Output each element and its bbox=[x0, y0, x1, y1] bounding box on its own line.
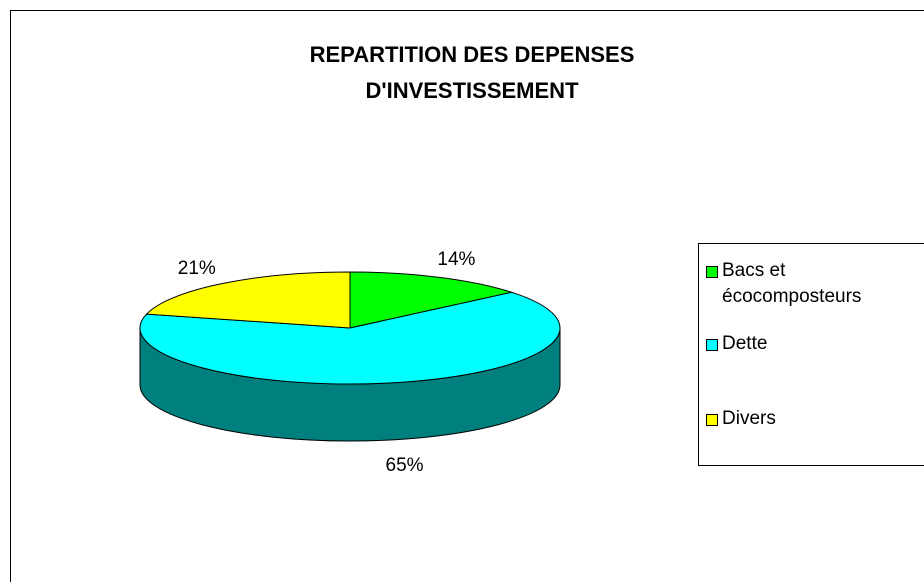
chart-title: REPARTITION DES DEPENSES bbox=[310, 42, 635, 67]
legend-label: Dette bbox=[722, 333, 768, 354]
pie-slice bbox=[145, 271, 351, 329]
legend-item: Dette bbox=[706, 331, 916, 357]
legend-box bbox=[698, 243, 924, 466]
legend-swatch bbox=[706, 339, 718, 351]
data-label: 65% bbox=[386, 455, 424, 476]
data-label: 14% bbox=[437, 249, 475, 270]
pie-slice bbox=[349, 271, 514, 329]
data-label: 21% bbox=[178, 258, 216, 279]
legend-item: Bacs et écocomposteurs bbox=[706, 258, 916, 310]
legend-label: Bacs et écocomposteurs bbox=[722, 260, 862, 307]
pie-slice bbox=[139, 291, 561, 385]
legend-item: Divers bbox=[706, 406, 916, 432]
legend-swatch bbox=[706, 414, 718, 426]
chart-title: D'INVESTISSEMENT bbox=[365, 78, 579, 103]
legend-label: Divers bbox=[722, 408, 776, 429]
chart-frame bbox=[10, 10, 924, 582]
legend-swatch bbox=[706, 266, 718, 278]
